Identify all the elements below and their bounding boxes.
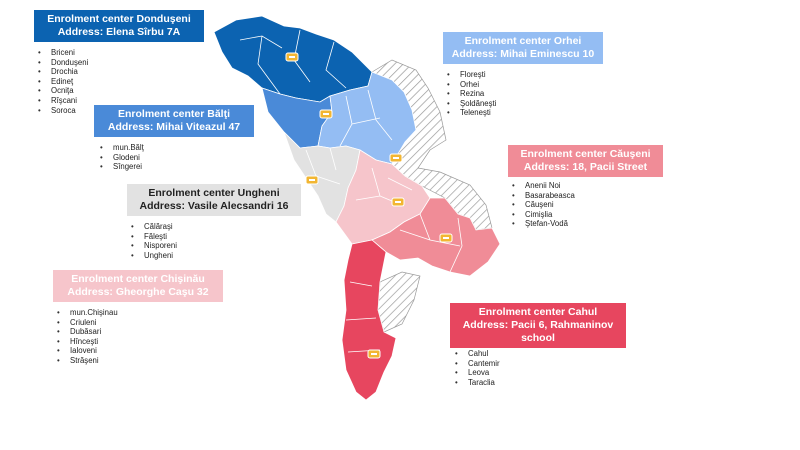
district-item: mun.Bălţ xyxy=(100,143,144,153)
district-item: Leova xyxy=(455,368,500,378)
district-list-donduseni: Briceni Donduşeni Drochia Edineţ Ocniţa … xyxy=(38,48,88,115)
center-title-ungheni: Enrolment center Ungheni xyxy=(148,187,280,199)
center-label-balti: Enrolment center Bălţi Address: Mihai Vi… xyxy=(94,105,254,137)
center-title-balti: Enrolment center Bălţi xyxy=(117,108,231,120)
district-item: Cantemir xyxy=(455,359,500,369)
district-item: mun.Chişinau xyxy=(57,308,118,318)
district-item: Ştefan-Vodă xyxy=(512,219,575,229)
center-address-ungheni: Address: Vasile Alecsandri 16 xyxy=(139,200,289,212)
center-address-causeni: Address: 18, Pacii Street xyxy=(523,161,648,173)
center-label-cahul: Enrolment center Cahul Address: Pacii 6,… xyxy=(450,303,626,348)
center-label-chisinau: Enrolment center Chişinău Address: Gheor… xyxy=(53,270,223,302)
center-title-chisinau: Enrolment center Chişinău xyxy=(71,273,205,285)
district-item: Drochia xyxy=(38,67,88,77)
center-label-ungheni: Enrolment center Ungheni Address: Vasile… xyxy=(127,184,301,216)
center-title-causeni: Enrolment center Căuşeni xyxy=(520,148,651,160)
center-address-cahul: Address: Pacii 6, Rahmaninov school xyxy=(462,319,614,344)
center-label-causeni: Enrolment center Căuşeni Address: 18, Pa… xyxy=(508,145,663,177)
marker-causeni xyxy=(439,233,453,243)
district-item: Făleşti xyxy=(131,232,177,242)
district-item: Căuşeni xyxy=(512,200,575,210)
district-item: Dubăsari xyxy=(57,327,118,337)
district-item: Cimişlia xyxy=(512,210,575,220)
district-item: Rezina xyxy=(447,89,496,99)
district-list-ungheni: Călăraşi Făleşti Nisporeni Ungheni xyxy=(131,222,177,260)
district-item: Taraclia xyxy=(455,378,500,388)
center-address-donduseni: Address: Elena Sîrbu 7A xyxy=(57,26,181,38)
district-item: Şoldăneşti xyxy=(447,99,496,109)
district-item: Donduşeni xyxy=(38,58,88,68)
district-item: Călăraşi xyxy=(131,222,177,232)
district-item: Nisporeni xyxy=(131,241,177,251)
district-item: Rîşcani xyxy=(38,96,88,106)
district-item: Ocniţa xyxy=(38,86,88,96)
district-item: Teleneşti xyxy=(447,108,496,118)
district-item: Ungheni xyxy=(131,251,177,261)
center-address-chisinau: Address: Gheorghe Caşu 32 xyxy=(67,286,209,298)
district-list-orhei: Floreşti Orhei Rezina Şoldăneşti Teleneş… xyxy=(447,70,496,118)
marker-orhei xyxy=(389,153,403,163)
district-list-cahul: Cahul Cantemir Leova Taraclia xyxy=(455,349,500,387)
marker-chisinau xyxy=(391,197,405,207)
district-item: Străşeni xyxy=(57,356,118,366)
center-label-donduseni: Enrolment center Donduşeni Address: Elen… xyxy=(34,10,204,42)
district-item: Hînceşti xyxy=(57,337,118,347)
district-item: Anenii Noi xyxy=(512,181,575,191)
district-item: Criuleni xyxy=(57,318,118,328)
district-item: Ialoveni xyxy=(57,346,118,356)
marker-cahul xyxy=(367,349,381,359)
district-item: Edineţ xyxy=(38,77,88,87)
district-list-balti: mun.Bălţ Glodeni Sîngerei xyxy=(100,143,144,172)
center-label-orhei: Enrolment center Orhei Address: Mihai Em… xyxy=(443,32,603,64)
district-item: Floreşti xyxy=(447,70,496,80)
district-item: Sîngerei xyxy=(100,162,144,172)
center-address-orhei: Address: Mihai Eminescu 10 xyxy=(451,48,595,60)
district-item: Soroca xyxy=(38,106,88,116)
center-title-donduseni: Enrolment center Donduşeni xyxy=(47,13,191,25)
region-cahul xyxy=(341,239,397,401)
marker-balti xyxy=(319,109,333,119)
center-title-orhei: Enrolment center Orhei xyxy=(464,35,582,47)
district-item: Cahul xyxy=(455,349,500,359)
center-title-cahul: Enrolment center Cahul xyxy=(478,306,598,318)
marker-donduseni xyxy=(285,52,299,62)
district-list-causeni: Anenii Noi Basarabeasca Căuşeni Cimişlia… xyxy=(512,181,575,229)
center-address-balti: Address: Mihai Viteazul 47 xyxy=(107,121,241,133)
district-item: Basarabeasca xyxy=(512,191,575,201)
marker-ungheni xyxy=(305,175,319,185)
district-item: Briceni xyxy=(38,48,88,58)
district-item: Orhei xyxy=(447,80,496,90)
district-list-chisinau: mun.Chişinau Criuleni Dubăsari Hînceşti … xyxy=(57,308,118,366)
region-gagauzia xyxy=(377,271,421,333)
district-item: Glodeni xyxy=(100,153,144,163)
